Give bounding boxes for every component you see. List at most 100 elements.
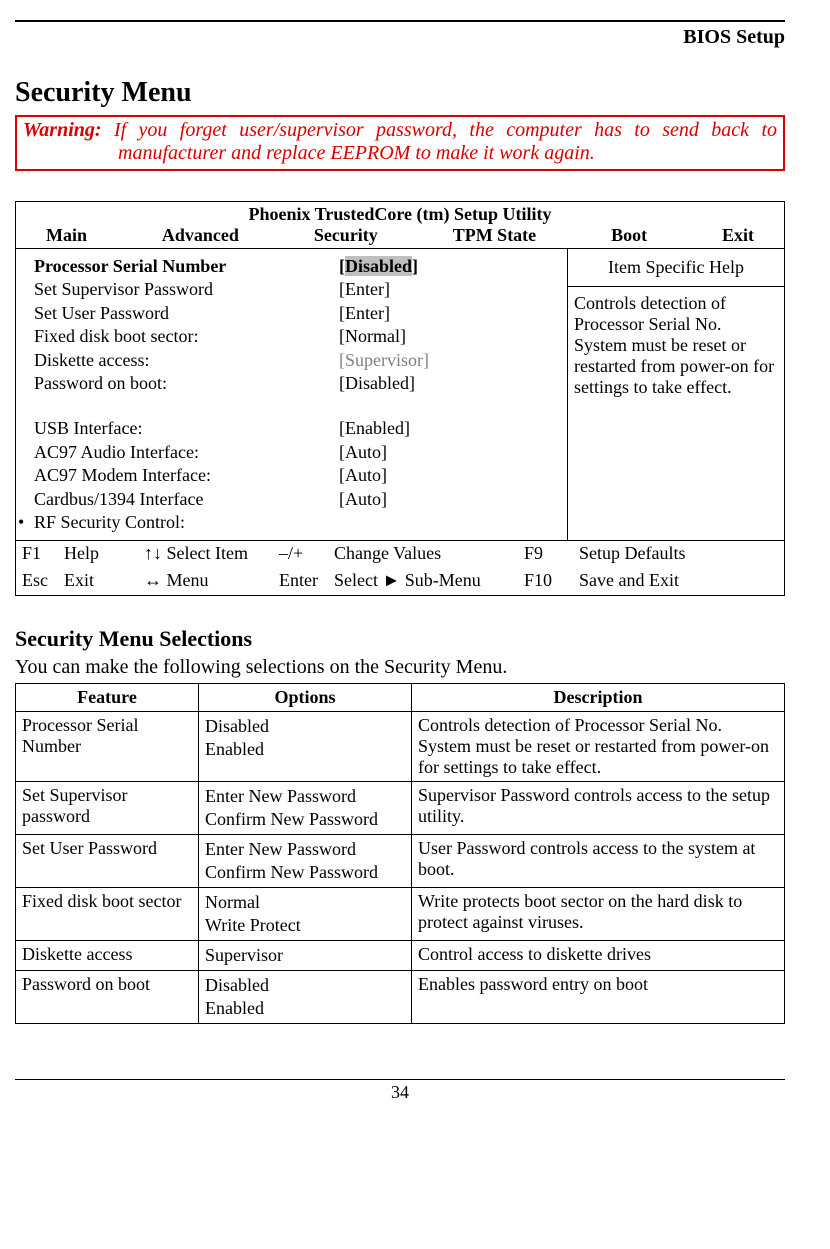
cell-description: User Password controls access to the sys…: [412, 835, 785, 888]
setting-value: [Enter]: [339, 278, 390, 301]
option-line: Enabled: [205, 738, 405, 761]
setting-row[interactable]: Cardbus/1394 Interface[Auto]: [20, 488, 563, 511]
footer-cell: Change Values: [334, 543, 524, 564]
setting-label: Password on boot:: [34, 372, 339, 395]
warning-label: Warning:: [23, 119, 102, 141]
cell-options: Enter New PasswordConfirm New Password: [199, 782, 412, 835]
warning-text: Warning: If you forget user/supervisor p…: [23, 119, 777, 165]
setting-row[interactable]: Processor Serial Number[Disabled]: [20, 255, 563, 278]
table-row: Fixed disk boot sectorNormalWrite Protec…: [16, 888, 785, 941]
bios-menu-item[interactable]: Boot: [611, 225, 647, 246]
bios-menu-item[interactable]: Security: [314, 225, 378, 246]
setting-value: [Supervisor]: [339, 349, 429, 372]
footer-cell: Select ► Sub-Menu: [334, 570, 524, 591]
setting-value: [Disabled]: [339, 372, 415, 395]
cell-options: DisabledEnabled: [199, 712, 412, 782]
page-title: Security Menu: [15, 77, 785, 109]
bios-footer-row: F1Help↑↓ Select Item–/+Change ValuesF9Se…: [16, 541, 784, 568]
setting-value: [Auto]: [339, 441, 387, 464]
setting-label: Cardbus/1394 Interface: [34, 488, 339, 511]
option-line: Disabled: [205, 715, 405, 738]
setting-row[interactable]: USB Interface:[Enabled]: [20, 417, 563, 440]
bios-settings-panel: Processor Serial Number[Disabled]Set Sup…: [16, 249, 567, 540]
bios-menu-item[interactable]: Main: [46, 225, 87, 246]
setting-label: Set User Password: [34, 302, 339, 325]
footer-cell: F1: [22, 543, 64, 564]
option-line: Confirm New Password: [205, 808, 405, 831]
setting-label: Set Supervisor Password: [34, 278, 339, 301]
table-row: Password on bootDisabledEnabledEnables p…: [16, 971, 785, 1024]
bios-menu-item[interactable]: Exit: [722, 225, 754, 246]
option-line: Confirm New Password: [205, 861, 405, 884]
warning-body: If you forget user/supervisor password, …: [114, 119, 777, 164]
footer-cell: –/+: [279, 543, 334, 564]
footer-cell: Exit: [64, 570, 144, 591]
setting-row[interactable]: Set Supervisor Password[Enter]: [20, 278, 563, 301]
option-line: Normal: [205, 891, 405, 914]
table-row: Set User PasswordEnter New PasswordConfi…: [16, 835, 785, 888]
cell-options: Enter New PasswordConfirm New Password: [199, 835, 412, 888]
setting-label: Processor Serial Number: [34, 255, 339, 278]
blank-row: [20, 395, 563, 417]
cell-description: Controls detection of Processor Serial N…: [412, 712, 785, 782]
cell-options: Supervisor: [199, 941, 412, 971]
bios-footer-row: EscExit↔ MenuEnterSelect ► Sub-MenuF10Sa…: [16, 568, 784, 595]
footer-cell: Esc: [22, 570, 64, 591]
selections-heading: Security Menu Selections: [15, 626, 785, 652]
setting-label: USB Interface:: [34, 417, 339, 440]
help-body: Controls detection of Processor Serial N…: [568, 287, 784, 404]
setting-value: [Auto]: [339, 464, 387, 487]
bios-menubar: Main Advanced Security TPM State Boot Exit: [16, 225, 784, 248]
option-line: Disabled: [205, 974, 405, 997]
cell-feature: Diskette access: [16, 941, 199, 971]
setting-label: Fixed disk boot sector:: [34, 325, 339, 348]
warning-box: Warning: If you forget user/supervisor p…: [15, 115, 785, 171]
setting-row[interactable]: •RF Security Control:: [20, 511, 563, 534]
footer-cell: Enter: [279, 570, 334, 591]
table-header-row: Feature Options Description: [16, 684, 785, 712]
selections-intro: You can make the following selections on…: [15, 656, 785, 679]
top-rule: [15, 20, 785, 22]
footer-cell: F10: [524, 570, 579, 591]
cell-feature: Set Supervisor password: [16, 782, 199, 835]
footer-cell: Save and Exit: [579, 570, 778, 591]
option-line: Write Protect: [205, 914, 405, 937]
bios-footer: F1Help↑↓ Select Item–/+Change ValuesF9Se…: [16, 541, 784, 595]
setting-row[interactable]: Diskette access:[Supervisor]: [20, 349, 563, 372]
setting-value: [Enabled]: [339, 417, 410, 440]
option-line: Supervisor: [205, 944, 405, 967]
cell-options: NormalWrite Protect: [199, 888, 412, 941]
setting-row[interactable]: Password on boot:[Disabled]: [20, 372, 563, 395]
help-title: Item Specific Help: [568, 249, 784, 287]
footer-cell: ↑↓ Select Item: [144, 543, 279, 564]
footer-rule: [15, 1079, 785, 1080]
setting-value: [Enter]: [339, 302, 390, 325]
setting-label: Diskette access:: [34, 349, 339, 372]
cell-description: Supervisor Password controls access to t…: [412, 782, 785, 835]
setting-row[interactable]: Set User Password[Enter]: [20, 302, 563, 325]
footer-cell: ↔ Menu: [144, 570, 279, 591]
table-row: Diskette accessSupervisorControl access …: [16, 941, 785, 971]
footer-cell: F9: [524, 543, 579, 564]
page-footer: 34: [15, 1079, 785, 1103]
table-row: Set Supervisor passwordEnter New Passwor…: [16, 782, 785, 835]
cell-feature: Password on boot: [16, 971, 199, 1024]
setting-value: [Normal]: [339, 325, 406, 348]
page-number: 34: [15, 1082, 785, 1103]
col-options: Options: [199, 684, 412, 712]
cell-options: DisabledEnabled: [199, 971, 412, 1024]
setting-row[interactable]: AC97 Modem Interface:[Auto]: [20, 464, 563, 487]
setting-label: AC97 Modem Interface:: [34, 464, 339, 487]
option-line: Enabled: [205, 997, 405, 1020]
option-line: Enter New Password: [205, 838, 405, 861]
setting-value: [Disabled]: [339, 255, 418, 278]
bios-menu-item[interactable]: TPM State: [453, 225, 536, 246]
setting-row[interactable]: Fixed disk boot sector:[Normal]: [20, 325, 563, 348]
setting-row[interactable]: AC97 Audio Interface:[Auto]: [20, 441, 563, 464]
col-description: Description: [412, 684, 785, 712]
footer-cell: Setup Defaults: [579, 543, 778, 564]
bios-body: Processor Serial Number[Disabled]Set Sup…: [16, 248, 784, 541]
bios-menu-item[interactable]: Advanced: [162, 225, 239, 246]
cell-feature: Fixed disk boot sector: [16, 888, 199, 941]
table-row: Processor Serial NumberDisabledEnabledCo…: [16, 712, 785, 782]
